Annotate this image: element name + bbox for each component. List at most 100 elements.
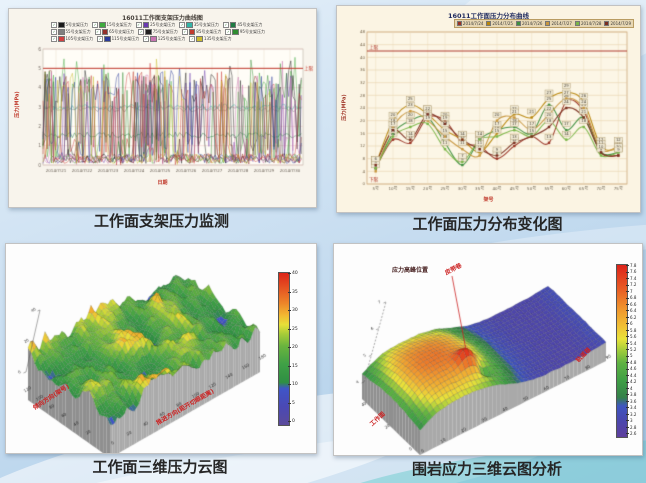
legend-item[interactable]: ✓ 55号支架压力 [51, 29, 91, 35]
colorbar-tick-label: 6 [626, 321, 633, 327]
legend-item-label: 5号支架压力 [65, 22, 89, 27]
checkbox-icon[interactable]: ✓ [97, 36, 104, 42]
legend-item-label: 2014/7/25 [492, 21, 513, 26]
colorbar-tick-label: 4.8 [625, 359, 637, 365]
legend-color-swatch [186, 22, 193, 28]
legend-color-swatch [188, 29, 196, 35]
legend-item[interactable]: ✓ 125号支架压力 [143, 36, 185, 42]
legend-color-swatch [196, 36, 203, 42]
legend-item[interactable]: 2014/7/29 [604, 21, 631, 26]
checkbox-icon[interactable]: ✓ [94, 29, 101, 35]
legend-color-swatch [58, 29, 65, 35]
panel-3d-pressure-cloud: 倾向方向(架号) 推进方向(距开切眼距离) 40 35 30 25 20 15 10 5 0 [5, 243, 317, 454]
colorbar-tick-label: 3.2 [625, 411, 637, 417]
colorbar-tick-label: 7.8 [625, 263, 637, 268]
chart-title-pressure-distribution: 16011工作面压力分布曲线 [447, 12, 530, 20]
legend-color-swatch [145, 29, 152, 35]
legend-color-swatch [58, 36, 65, 42]
colorbar-tick-label: 6.4 [625, 308, 637, 314]
legend-item[interactable]: ✓ 35号支架压力 [179, 22, 219, 28]
legend-color-swatch [515, 21, 521, 26]
legend-item-label: 2014/7/24 [462, 21, 484, 26]
legend-item[interactable]: ✓ 45号支架压力 [222, 22, 263, 28]
legend-item[interactable]: 2014/7/24 [456, 21, 484, 26]
checkbox-icon[interactable]: ✓ [225, 29, 232, 35]
legend-item[interactable]: ✓ 25号支架压力 [135, 22, 176, 28]
colorbar-tick-label: 6.6 [625, 301, 637, 307]
legend-item-label: 135号支架压力 [203, 36, 232, 41]
colorbar-tick-label: 5.8 [625, 327, 637, 333]
annotation-stress-peak: 应力高峰位置 [392, 267, 429, 274]
checkbox-icon[interactable]: ✓ [143, 36, 150, 42]
legend-color-swatch [150, 36, 157, 42]
colorbar-tick-label: 3 [626, 418, 633, 424]
legend-item-label: 25号支架压力 [150, 22, 176, 27]
legend-item[interactable]: ✓ 95号支架压力 [225, 29, 265, 35]
colorbar-stress: 7.8 7.6 7.4 7.2 7 6.8 6.6 6.4 6.2 6 5.8 5.6 5.4 5.2 5 4… [616, 263, 646, 438]
legend-item[interactable]: ✓ 85号支架压力 [181, 29, 221, 35]
legend-item-label: 75号支架压力 [152, 29, 178, 34]
checkbox-icon[interactable]: ✓ [181, 29, 188, 35]
legend-item-label: 65号支架压力 [109, 29, 135, 34]
colorbar-tick-label: 10 [288, 382, 298, 387]
colorbar-tick-label: 7 [626, 288, 633, 294]
legend-item[interactable]: ✓ 75号支架压力 [138, 29, 178, 35]
colorbar-tick-label: 4.6 [625, 366, 637, 372]
checkbox-icon[interactable]: ✓ [92, 22, 99, 28]
colorbar-pressure: 40 35 30 25 20 15 10 5 0 [278, 271, 308, 426]
colorbar-tick-label: 4.4 [625, 372, 637, 378]
colorbar-tick-label: 20 [288, 345, 298, 350]
legend-item[interactable]: ✓ 115号支架压力 [97, 36, 139, 42]
colorbar-tick-label: 2.6 [625, 431, 637, 436]
checkbox-icon[interactable]: ✓ [179, 22, 186, 28]
y-axis-label-pressure-2: 压力(MPa) [341, 94, 348, 121]
legend-item[interactable]: 2014/7/26 [515, 21, 542, 26]
legend-item[interactable]: 2014/7/28 [574, 21, 601, 26]
legend-item[interactable]: 2014/7/27 [545, 21, 572, 26]
legend-item[interactable]: ✓ 105号支架压力 [51, 36, 93, 42]
colorbar-tick-label: 15 [288, 363, 298, 369]
y-axis-label-pressure-1: 压力(MPa) [14, 91, 21, 118]
colorbar-tick-label: 5 [626, 353, 633, 359]
colorbar-tick-label: 3.8 [625, 392, 637, 398]
colorbar-tick-label: 7.6 [625, 269, 637, 275]
colorbar-tick-label: 7.2 [625, 282, 637, 288]
legend-item[interactable]: 2014/7/25 [486, 21, 513, 26]
pressure-distribution-chart-canvas [337, 6, 638, 210]
checkbox-icon[interactable]: ✓ [189, 36, 196, 42]
legend-item-label: 55号支架压力 [65, 29, 91, 34]
checkbox-icon[interactable]: ✓ [222, 22, 229, 28]
legend-item-label: 35号支架压力 [193, 22, 219, 27]
legend-item-label: 95号支架压力 [239, 29, 265, 34]
legend-item[interactable]: ✓ 5号支架压力 [51, 22, 88, 28]
legend-item[interactable]: ✓ 65号支架压力 [94, 29, 135, 35]
legend-support-pressure: ✓ 5号支架压力 ✓ 15号支架压力 ✓ 25号支架压力 ✓ 35号支架压力 ✓ 45号支架压力 ✓… [51, 22, 281, 42]
colorbar-tick-label: 6.8 [625, 295, 637, 301]
checkbox-icon[interactable]: ✓ [135, 22, 142, 28]
legend-item-label: 45号支架压力 [237, 22, 263, 27]
colorbar-tick-label: 4 [626, 385, 633, 391]
legend-item[interactable]: ✓ 135号支架压力 [189, 36, 232, 42]
legend-color-swatch [229, 22, 237, 28]
colorbar-tick-label: 3.4 [625, 405, 637, 411]
legend-color-swatch [99, 22, 106, 28]
rock-stress-3d-canvas [334, 244, 642, 455]
colorbar-tick-label: 4.2 [625, 379, 637, 385]
legend-color-swatch [232, 29, 239, 35]
legend-item-label: 105号支架压力 [65, 36, 94, 41]
colorbar-tick-label: 5 [288, 400, 295, 406]
legend-item-label: 2014/7/29 [610, 21, 631, 26]
checkbox-icon[interactable]: ✓ [51, 22, 57, 28]
legend-item-label: 115号支架压力 [111, 36, 140, 41]
caption-support-pressure-monitor: 工作面支架压力监测 [93, 212, 229, 230]
colorbar-tick-label: 3.6 [625, 398, 637, 404]
colorbar-stress-gradient [616, 264, 628, 438]
colorbar-tick-label: 5.4 [625, 340, 637, 346]
checkbox-icon[interactable]: ✓ [138, 29, 145, 35]
legend-item[interactable]: ✓ 15号支架压力 [92, 22, 132, 28]
checkbox-icon[interactable]: ✓ [51, 36, 57, 42]
legend-color-swatch [101, 29, 109, 35]
colorbar-tick-label: 7.4 [625, 275, 637, 281]
colorbar-tick-label: 40 [288, 271, 298, 276]
checkbox-icon[interactable]: ✓ [51, 29, 57, 35]
